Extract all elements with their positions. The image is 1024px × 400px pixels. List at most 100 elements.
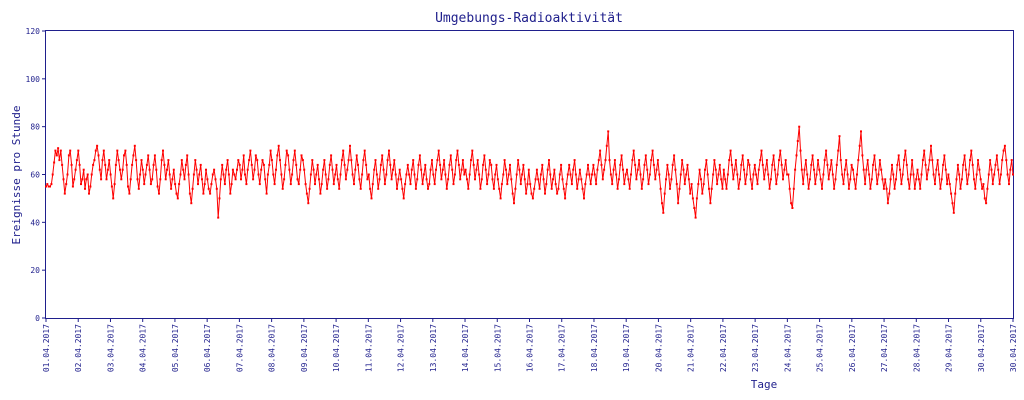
- data-point: [895, 178, 897, 181]
- data-point: [917, 178, 920, 181]
- data-point: [682, 168, 685, 171]
- data-point: [370, 197, 373, 200]
- data-point: [265, 192, 268, 195]
- data-point: [647, 183, 650, 186]
- data-point: [464, 168, 467, 171]
- data-point: [572, 168, 575, 171]
- data-point: [112, 197, 115, 200]
- x-axis: 01.04.2017 02.04.2017 03.04.2017 04.04.2017…: [42, 318, 1018, 372]
- data-point: [760, 149, 763, 152]
- data-point: [482, 163, 485, 166]
- data-point: [514, 187, 517, 190]
- data-point: [701, 192, 704, 195]
- data-point: [923, 149, 926, 152]
- data-point: [139, 173, 142, 176]
- data-point: [852, 168, 854, 171]
- data-point: [865, 168, 868, 171]
- data-point: [328, 163, 331, 166]
- data-point: [84, 187, 86, 190]
- data-point: [480, 178, 483, 181]
- data-point: [821, 187, 823, 190]
- data-point: [526, 183, 529, 186]
- data-point: [806, 173, 809, 176]
- data-point: [275, 168, 277, 171]
- x-tick-label: 23.04.2017: [751, 324, 760, 372]
- data-point: [472, 163, 475, 166]
- data-point: [546, 168, 549, 171]
- data-point: [475, 168, 478, 171]
- data-point: [1008, 183, 1010, 186]
- data-point: [872, 163, 875, 166]
- data-point: [393, 159, 396, 162]
- data-point: [930, 144, 932, 147]
- data-point: [494, 173, 497, 176]
- data-point: [241, 168, 244, 171]
- data-point: [153, 154, 156, 157]
- data-point: [467, 187, 470, 190]
- data-point: [233, 173, 236, 176]
- data-point: [496, 178, 499, 181]
- x-tick-label: 29.04.2017: [945, 324, 954, 372]
- data-point: [451, 168, 454, 171]
- data-point: [253, 168, 256, 171]
- data-point: [784, 159, 787, 162]
- data-point: [283, 178, 286, 181]
- data-point: [98, 168, 101, 171]
- data-point: [958, 173, 961, 176]
- data-point: [46, 183, 49, 186]
- data-point: [444, 173, 447, 176]
- data-point: [349, 144, 351, 147]
- data-point: [377, 187, 380, 190]
- data-point: [714, 168, 717, 171]
- data-point: [82, 168, 85, 171]
- data-point: [892, 173, 895, 176]
- data-point: [249, 149, 252, 152]
- data-point: [786, 173, 789, 176]
- data-point: [77, 149, 80, 152]
- data-point: [97, 154, 100, 157]
- data-point: [429, 168, 432, 171]
- data-point: [266, 173, 269, 176]
- data-point: [86, 173, 89, 176]
- data-point: [698, 168, 701, 171]
- data-point: [646, 168, 649, 171]
- data-point: [131, 163, 134, 166]
- data-point: [659, 187, 662, 190]
- data-point: [710, 187, 713, 190]
- data-point: [124, 149, 127, 152]
- data-point: [340, 159, 343, 162]
- data-point: [285, 149, 288, 152]
- data-point: [956, 163, 959, 166]
- data-point: [214, 178, 217, 181]
- data-point: [307, 202, 310, 205]
- data-point: [654, 178, 657, 181]
- data-point: [675, 183, 678, 186]
- data-point: [518, 168, 521, 171]
- data-point: [217, 216, 220, 219]
- data-point: [140, 159, 143, 162]
- data-point: [323, 159, 326, 162]
- y-tick-label: 60: [30, 171, 40, 180]
- data-point: [359, 187, 362, 190]
- data-point: [292, 159, 295, 162]
- y-axis-label: Ereignisse pro Stunde: [10, 105, 23, 244]
- data-point: [811, 154, 814, 157]
- data-point: [813, 168, 815, 171]
- data-point: [901, 173, 904, 176]
- data-point: [697, 183, 700, 186]
- x-tick-label: 03.04.2017: [106, 324, 115, 372]
- data-point: [104, 163, 107, 166]
- data-point: [734, 159, 737, 162]
- data-point: [589, 183, 592, 186]
- data-point: [778, 159, 780, 162]
- data-point: [378, 178, 381, 181]
- data-point: [517, 159, 520, 162]
- data-point: [123, 154, 125, 157]
- x-tick-label: 07.04.2017: [235, 324, 244, 372]
- data-point: [119, 168, 121, 171]
- data-point: [159, 178, 162, 181]
- x-tick-label: 08.04.2017: [268, 324, 277, 372]
- data-point: [358, 178, 361, 181]
- data-point: [908, 187, 911, 190]
- data-point: [983, 197, 986, 200]
